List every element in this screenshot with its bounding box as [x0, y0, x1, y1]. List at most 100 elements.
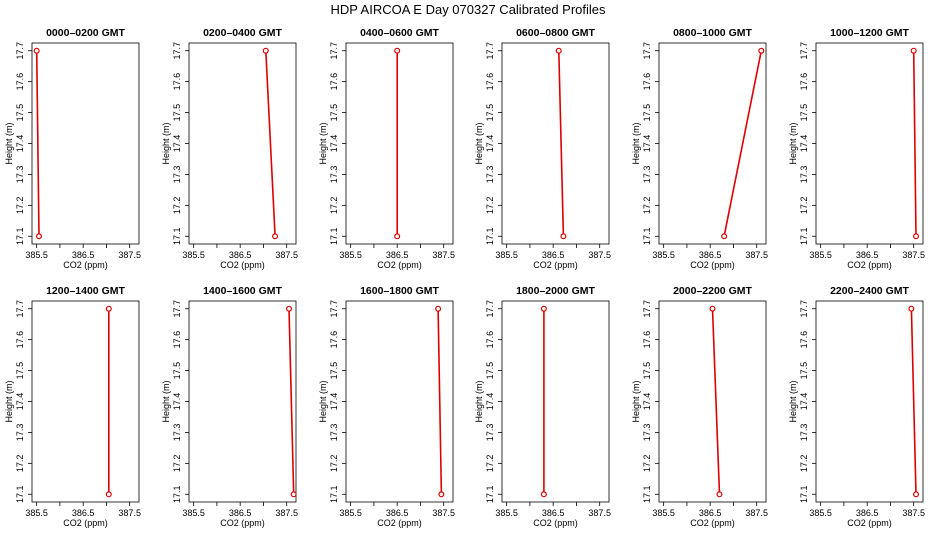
y-tick-label: 17.2 [799, 197, 809, 215]
panel-9: 1600–1800 GMT 385.5 386.5 387.5 17.1 17.2 17.3… [318, 285, 455, 528]
panel-title: 0600–0800 GMT [516, 27, 595, 39]
profile-point [394, 47, 401, 54]
profile-point [262, 47, 269, 54]
y-tick-label: 17.1 [799, 228, 809, 246]
profile-point [438, 491, 445, 498]
figure-title: HDP AIRCOA E Day 070327 Calibrated Profi… [330, 2, 606, 17]
y-axis-label: Height (m) [4, 122, 14, 164]
panel-title: 1200–1400 GMT [46, 285, 125, 297]
profile-point [908, 305, 915, 312]
x-tick-label: 385.5 [809, 508, 832, 518]
panel-title: 1600–1800 GMT [360, 285, 439, 297]
y-tick-label: 17.1 [172, 486, 182, 504]
profile-line [35, 50, 40, 237]
x-tick-label: 385.5 [25, 250, 48, 260]
y-tick-label: 17.1 [485, 486, 495, 504]
y-tick-label: 17.1 [642, 486, 652, 504]
y-tick-label: 17.1 [329, 228, 339, 246]
y-axis-label: Height (m) [474, 380, 484, 422]
y-tick-label: 17.7 [15, 42, 25, 60]
x-tick-label: 387.5 [745, 508, 768, 518]
plot-frame [658, 42, 767, 245]
panel-5: 0800–1000 GMT 385.5 386.5 387.5 17.1 17.2 17.3… [631, 27, 768, 270]
y-tick-label: 17.3 [485, 424, 495, 442]
x-tick-label: 387.5 [588, 508, 611, 518]
profile-point [913, 233, 920, 240]
y-tick-label: 17.7 [329, 300, 339, 318]
y-tick-label: 17.6 [485, 331, 495, 349]
y-tick-label: 17.6 [485, 73, 495, 91]
y-tick-label: 17.4 [642, 393, 652, 411]
profile-point [35, 233, 42, 240]
profile-point [105, 305, 112, 312]
y-tick-label: 17.6 [329, 73, 339, 91]
y-tick-label: 17.4 [15, 135, 25, 153]
profile-line [711, 308, 721, 495]
profile-point [721, 233, 728, 240]
y-axis-label: Height (m) [161, 122, 171, 164]
profile-point [758, 47, 765, 54]
panel-1: 0000–0200 GMT 385.5 386.5 387.5 17.1 17.2 17.3… [4, 27, 141, 270]
y-axis-label: Height (m) [4, 380, 14, 422]
y-axis-label: Height (m) [318, 380, 328, 422]
plot-frame [188, 300, 297, 503]
profile-point [272, 233, 279, 240]
y-axis-label: Height (m) [788, 122, 798, 164]
y-tick-label: 17.4 [172, 393, 182, 411]
x-tick-label: 386.5 [386, 508, 409, 518]
y-tick-label: 17.3 [15, 424, 25, 442]
y-tick-label: 17.3 [329, 166, 339, 184]
profile-line [265, 50, 276, 237]
y-tick-label: 17.5 [172, 104, 182, 122]
y-tick-label: 17.4 [485, 393, 495, 411]
y-tick-label: 17.2 [642, 197, 652, 215]
y-tick-label: 17.3 [642, 166, 652, 184]
x-tick-label: 387.5 [118, 250, 141, 260]
x-tick-label: 386.5 [72, 250, 95, 260]
y-tick-label: 17.3 [642, 424, 652, 442]
y-tick-label: 17.7 [642, 300, 652, 318]
y-tick-label: 17.7 [485, 300, 495, 318]
y-tick-label: 17.2 [15, 197, 25, 215]
y-tick-label: 17.5 [329, 362, 339, 380]
plot-frame [345, 42, 454, 245]
x-tick-label: 385.5 [652, 508, 675, 518]
y-tick-label: 17.7 [15, 300, 25, 318]
y-tick-label: 17.3 [172, 424, 182, 442]
x-axis-label: CO2 (ppm) [220, 260, 265, 270]
y-tick-label: 17.2 [172, 197, 182, 215]
y-tick-label: 17.3 [329, 424, 339, 442]
y-tick-label: 17.5 [485, 362, 495, 380]
y-tick-label: 17.4 [642, 135, 652, 153]
x-tick-label: 387.5 [588, 250, 611, 260]
x-tick-label: 386.5 [542, 250, 565, 260]
panel-grid: 0000–0200 GMT 385.5 386.5 387.5 17.1 17.2 17.3… [4, 27, 925, 528]
y-tick-label: 17.6 [329, 331, 339, 349]
y-tick-label: 17.7 [799, 300, 809, 318]
y-tick-label: 17.1 [15, 486, 25, 504]
panel-title: 0800–1000 GMT [673, 27, 752, 39]
profile-point [555, 47, 562, 54]
x-tick-label: 387.5 [432, 250, 455, 260]
panel-6: 1000–1200 GMT 385.5 386.5 387.5 17.1 17.2 17.3… [788, 27, 925, 270]
panel-title: 0200–0400 GMT [203, 27, 282, 39]
x-axis-label: CO2 (ppm) [533, 260, 578, 270]
y-tick-label: 17.6 [172, 331, 182, 349]
x-tick-label: 387.5 [902, 250, 925, 260]
x-axis-label: CO2 (ppm) [377, 518, 422, 528]
x-tick-label: 386.5 [72, 508, 95, 518]
y-tick-label: 17.7 [172, 300, 182, 318]
y-tick-label: 17.4 [485, 135, 495, 153]
profile-line [437, 308, 443, 495]
panel-title: 2000–2200 GMT [673, 285, 752, 297]
y-tick-label: 17.1 [799, 486, 809, 504]
plot-frame [501, 300, 610, 503]
y-tick-label: 17.5 [485, 104, 495, 122]
profile-point [394, 233, 401, 240]
profile-point [716, 491, 723, 498]
panel-12: 2200–2400 GMT 385.5 386.5 387.5 17.1 17.2 17.3… [788, 285, 925, 528]
plot-frame [815, 42, 924, 245]
x-axis-label: CO2 (ppm) [847, 260, 892, 270]
y-tick-label: 17.2 [642, 455, 652, 473]
y-tick-label: 17.5 [799, 104, 809, 122]
